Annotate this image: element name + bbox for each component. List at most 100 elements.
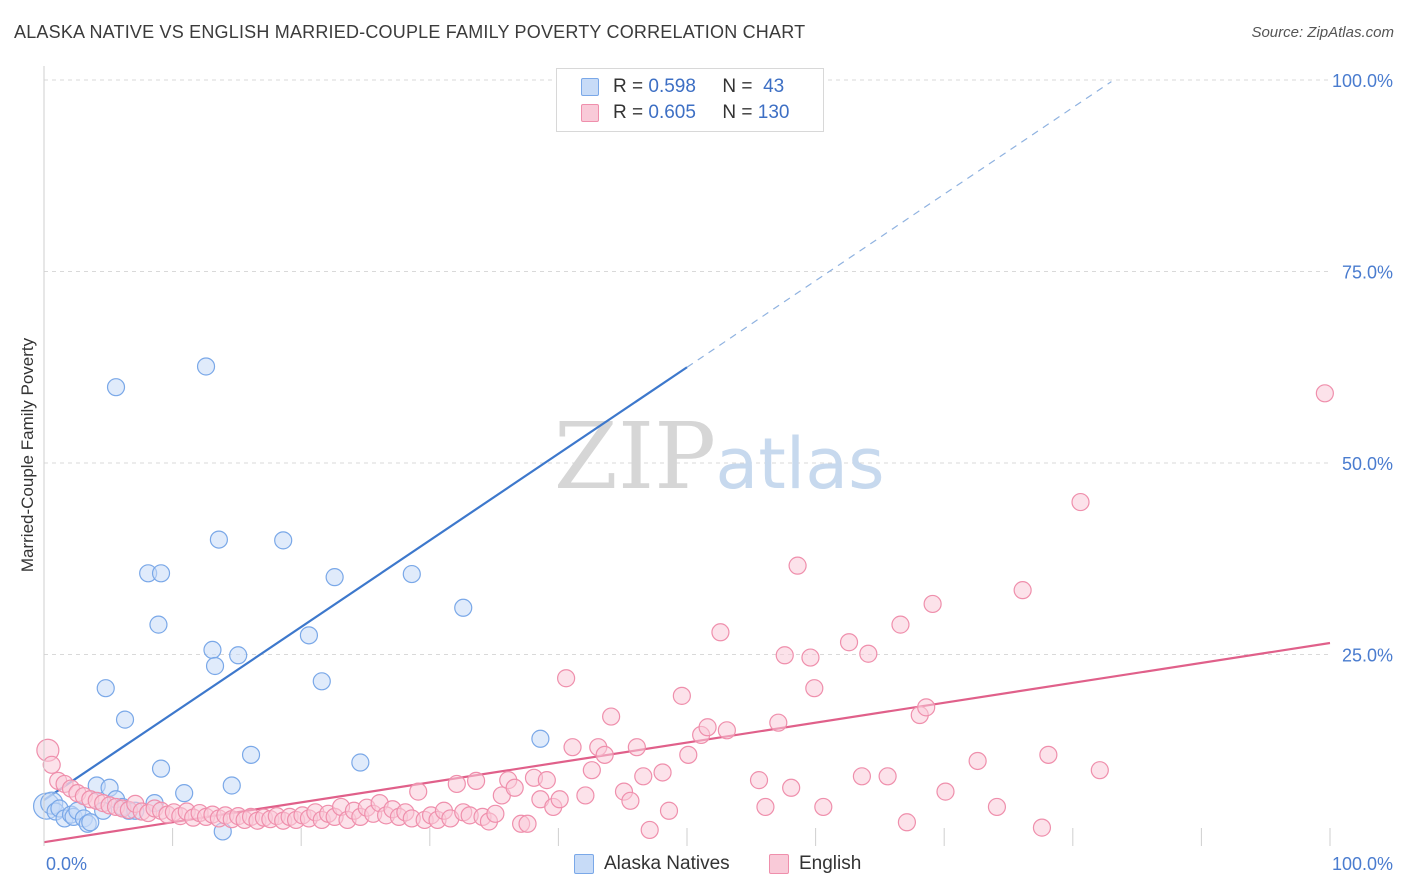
data-point: [582, 761, 601, 780]
y-tick-label: 25.0%: [1342, 646, 1393, 666]
stats-r-value: 0.598: [648, 76, 696, 97]
legend-swatch-english: [769, 854, 789, 874]
legend-swatch-alaska: [574, 854, 594, 874]
data-point: [839, 633, 859, 652]
data-point: [115, 710, 135, 729]
data-point: [563, 738, 582, 757]
data-point: [550, 790, 569, 809]
data-point: [203, 640, 222, 660]
data-point: [627, 738, 646, 757]
data-point: [717, 721, 736, 740]
y-tick-label: 75.0%: [1342, 263, 1393, 283]
data-point: [447, 774, 466, 794]
series-alaska-natives: [32, 70, 640, 841]
stats-swatch-alaska: [581, 78, 599, 96]
data-point: [968, 751, 987, 771]
data-point: [923, 594, 942, 614]
data-point: [175, 784, 194, 803]
x-tick-label: 0.0%: [46, 854, 87, 874]
stats-row-english: R = 0.605 N = 130: [581, 100, 789, 126]
data-point: [205, 656, 225, 676]
data-point: [891, 615, 910, 634]
data-point: [852, 767, 871, 786]
trend-line-alaska-natives: [43, 366, 688, 801]
data-point: [621, 791, 640, 810]
data-point: [814, 797, 833, 817]
data-point: [897, 813, 917, 832]
data-point: [409, 782, 428, 801]
data-point: [1090, 761, 1109, 780]
data-point: [659, 801, 679, 820]
watermark-zip: ZIP: [554, 403, 716, 510]
data-point: [149, 615, 168, 634]
legend-item-english[interactable]: English: [769, 851, 861, 877]
data-point: [936, 782, 955, 801]
data-point: [106, 378, 126, 397]
stats-n-value: 43: [763, 76, 785, 97]
trend-lines: [43, 81, 1331, 844]
data-point: [531, 729, 550, 748]
data-point: [653, 763, 672, 782]
data-point: [1032, 818, 1052, 837]
data-point: [782, 778, 801, 797]
data-point: [196, 357, 216, 376]
data-point: [486, 804, 505, 823]
data-point: [775, 646, 794, 665]
legend-item-alaska-natives[interactable]: Alaska Natives: [574, 851, 730, 877]
chart-title: ALASKA NATIVE VS ENGLISH MARRIED-COUPLE …: [14, 22, 806, 42]
data-point: [466, 771, 486, 790]
stats-n-label: N =: [722, 102, 753, 123]
data-point: [299, 626, 319, 645]
data-point: [402, 564, 421, 584]
stats-box: R = 0.598 N = 43 R = 0.605 N = 130: [556, 68, 824, 132]
stats-r-value: 0.605: [648, 102, 696, 123]
data-point: [1071, 492, 1090, 512]
data-point: [537, 771, 556, 790]
data-point: [274, 531, 293, 550]
data-point: [640, 820, 659, 840]
watermark: ZIP atlas: [554, 403, 885, 510]
data-point: [222, 776, 241, 795]
data-point: [151, 759, 171, 778]
data-point: [351, 753, 370, 772]
stats-swatch-english: [581, 104, 599, 122]
data-point: [576, 786, 595, 805]
data-point: [698, 718, 717, 737]
data-point: [878, 767, 897, 786]
data-point: [1315, 384, 1334, 403]
data-point: [602, 707, 621, 726]
stats-row-alaska: R = 0.598 N = 43: [581, 74, 784, 100]
data-point: [987, 797, 1007, 817]
series-english: [36, 384, 1334, 840]
stats-r-label: R =: [613, 76, 644, 97]
y-axis-label: Married-Couple Family Poverty: [18, 337, 37, 573]
axes: [43, 66, 1331, 846]
data-point: [209, 530, 228, 549]
y-tick-label: 50.0%: [1342, 454, 1393, 474]
stats-r-label: R =: [613, 102, 644, 123]
data-point: [312, 672, 331, 691]
source-credit: Source: ZipAtlas.com: [1251, 24, 1394, 41]
x-tick-label: 100.0%: [1332, 854, 1393, 874]
watermark-atlas: atlas: [715, 423, 884, 505]
data-point: [769, 713, 788, 732]
data-point: [788, 556, 807, 575]
data-point: [454, 598, 473, 617]
data-point: [241, 745, 261, 764]
data-point: [42, 755, 61, 774]
legend-label-alaska: Alaska Natives: [604, 853, 730, 874]
stats-n-label: N =: [722, 76, 753, 97]
data-point: [805, 679, 824, 698]
data-point: [672, 686, 691, 705]
data-point: [749, 771, 769, 790]
legend-label-english: English: [799, 853, 862, 874]
data-point: [859, 644, 878, 663]
data-point: [634, 767, 653, 786]
data-point: [1039, 745, 1058, 764]
data-point: [518, 814, 537, 833]
data-point: [81, 813, 100, 832]
data-point: [756, 797, 775, 817]
data-point: [229, 646, 248, 665]
data-point: [679, 745, 698, 764]
